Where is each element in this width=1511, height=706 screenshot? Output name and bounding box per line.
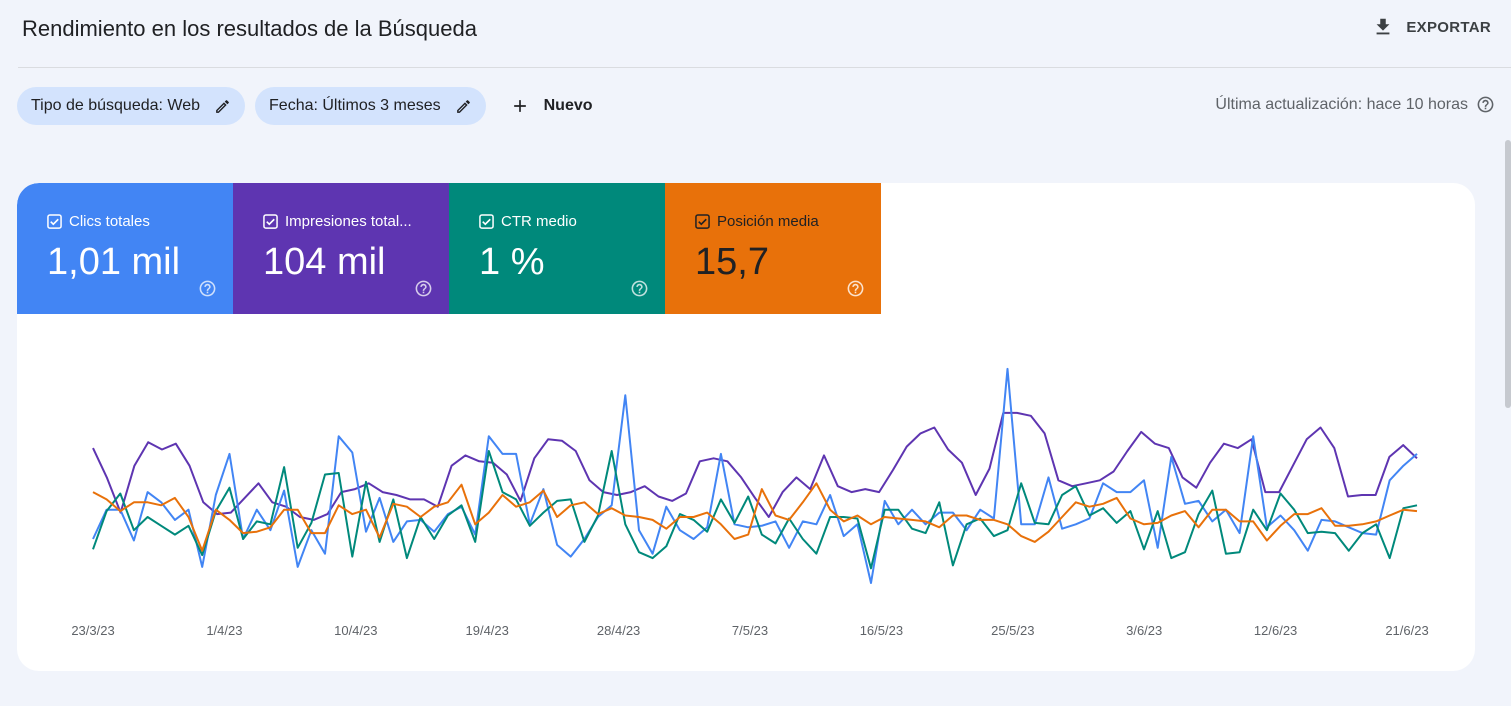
page-scrollbar[interactable] — [1505, 140, 1511, 408]
metric-impressions[interactable]: Impresiones total... 104 mil — [233, 183, 449, 314]
series-line-2 — [92, 450, 1418, 570]
filter-bar: Tipo de búsqueda: Web Fecha: Últimos 3 m… — [17, 87, 607, 125]
performance-line-chart: 23/3/23 1/4/23 10/4/23 19/4/23 28/4/23 7/5/23… — [71, 367, 1429, 638]
x-tick-label: 16/5/23 — [860, 623, 903, 638]
x-tick-label: 7/5/23 — [732, 623, 768, 638]
checkbox-checked-icon[interactable] — [695, 214, 710, 229]
x-tick-label: 23/3/23 — [71, 623, 114, 638]
x-tick-label: 25/5/23 — [991, 623, 1034, 638]
metric-label: Posición media — [695, 213, 819, 230]
pencil-icon — [456, 99, 470, 113]
help-icon[interactable] — [846, 279, 865, 298]
date-filter-chip[interactable]: Fecha: Últimos 3 meses — [255, 87, 486, 125]
last-updated: Última actualización: hace 10 horas — [1215, 95, 1495, 114]
help-icon[interactable] — [414, 279, 433, 298]
x-tick-label: 3/6/23 — [1126, 623, 1162, 638]
chip-label: Fecha: Últimos 3 meses — [269, 97, 441, 114]
metric-position[interactable]: Posición media 15,7 — [665, 183, 881, 314]
metric-value: 1 % — [479, 241, 545, 283]
checkbox-checked-icon[interactable] — [263, 214, 278, 229]
x-tick-label: 28/4/23 — [597, 623, 640, 638]
search-type-filter-chip[interactable]: Tipo de búsqueda: Web — [17, 87, 246, 125]
x-tick-label: 21/6/23 — [1385, 623, 1428, 638]
new-filter-label: Nuevo — [543, 97, 593, 114]
new-filter-button[interactable]: Nuevo — [496, 87, 607, 125]
series-line-0 — [92, 411, 1418, 521]
export-label: EXPORTAR — [1406, 18, 1491, 36]
header-divider — [18, 67, 1511, 68]
metric-label-text: Posición media — [717, 213, 819, 230]
help-icon[interactable] — [630, 279, 649, 298]
page-title: Rendimiento en los resultados de la Búsq… — [22, 16, 477, 41]
x-tick-label: 19/4/23 — [466, 623, 509, 638]
x-tick-label: 10/4/23 — [334, 623, 377, 638]
metric-value: 104 mil — [263, 241, 386, 283]
help-icon[interactable] — [1476, 95, 1495, 114]
metric-label-text: Impresiones total... — [285, 213, 412, 230]
metric-label-text: CTR medio — [501, 213, 577, 230]
metric-label: CTR medio — [479, 213, 577, 230]
last-updated-text: Última actualización: hace 10 horas — [1215, 95, 1468, 113]
series-line-3 — [92, 482, 1418, 552]
x-tick-label: 12/6/23 — [1254, 623, 1297, 638]
checkbox-checked-icon[interactable] — [47, 214, 62, 229]
plus-icon — [513, 100, 526, 112]
metric-tabs: Clics totales 1,01 mil Impresiones total… — [17, 183, 881, 314]
x-tick-label: 1/4/23 — [206, 623, 242, 638]
performance-card: 23/3/23 1/4/23 10/4/23 19/4/23 28/4/23 7/5/23… — [17, 183, 1475, 671]
chip-label: Tipo de búsqueda: Web — [31, 97, 201, 114]
metric-value: 1,01 mil — [47, 241, 181, 283]
metric-label: Impresiones total... — [263, 213, 412, 230]
metric-value: 15,7 — [695, 241, 769, 283]
metric-ctr[interactable]: CTR medio 1 % — [449, 183, 665, 314]
pencil-icon — [216, 99, 229, 113]
help-icon[interactable] — [198, 279, 217, 298]
export-button[interactable]: EXPORTAR — [1372, 16, 1491, 38]
metric-label-text: Clics totales — [69, 213, 150, 230]
header: Rendimiento en los resultados de la Búsq… — [0, 0, 1511, 68]
download-icon — [1376, 18, 1390, 35]
metric-label: Clics totales — [47, 213, 150, 230]
metric-clicks[interactable]: Clics totales 1,01 mil — [17, 183, 233, 314]
series-line-1 — [92, 367, 1418, 584]
checkbox-checked-icon[interactable] — [479, 214, 494, 229]
